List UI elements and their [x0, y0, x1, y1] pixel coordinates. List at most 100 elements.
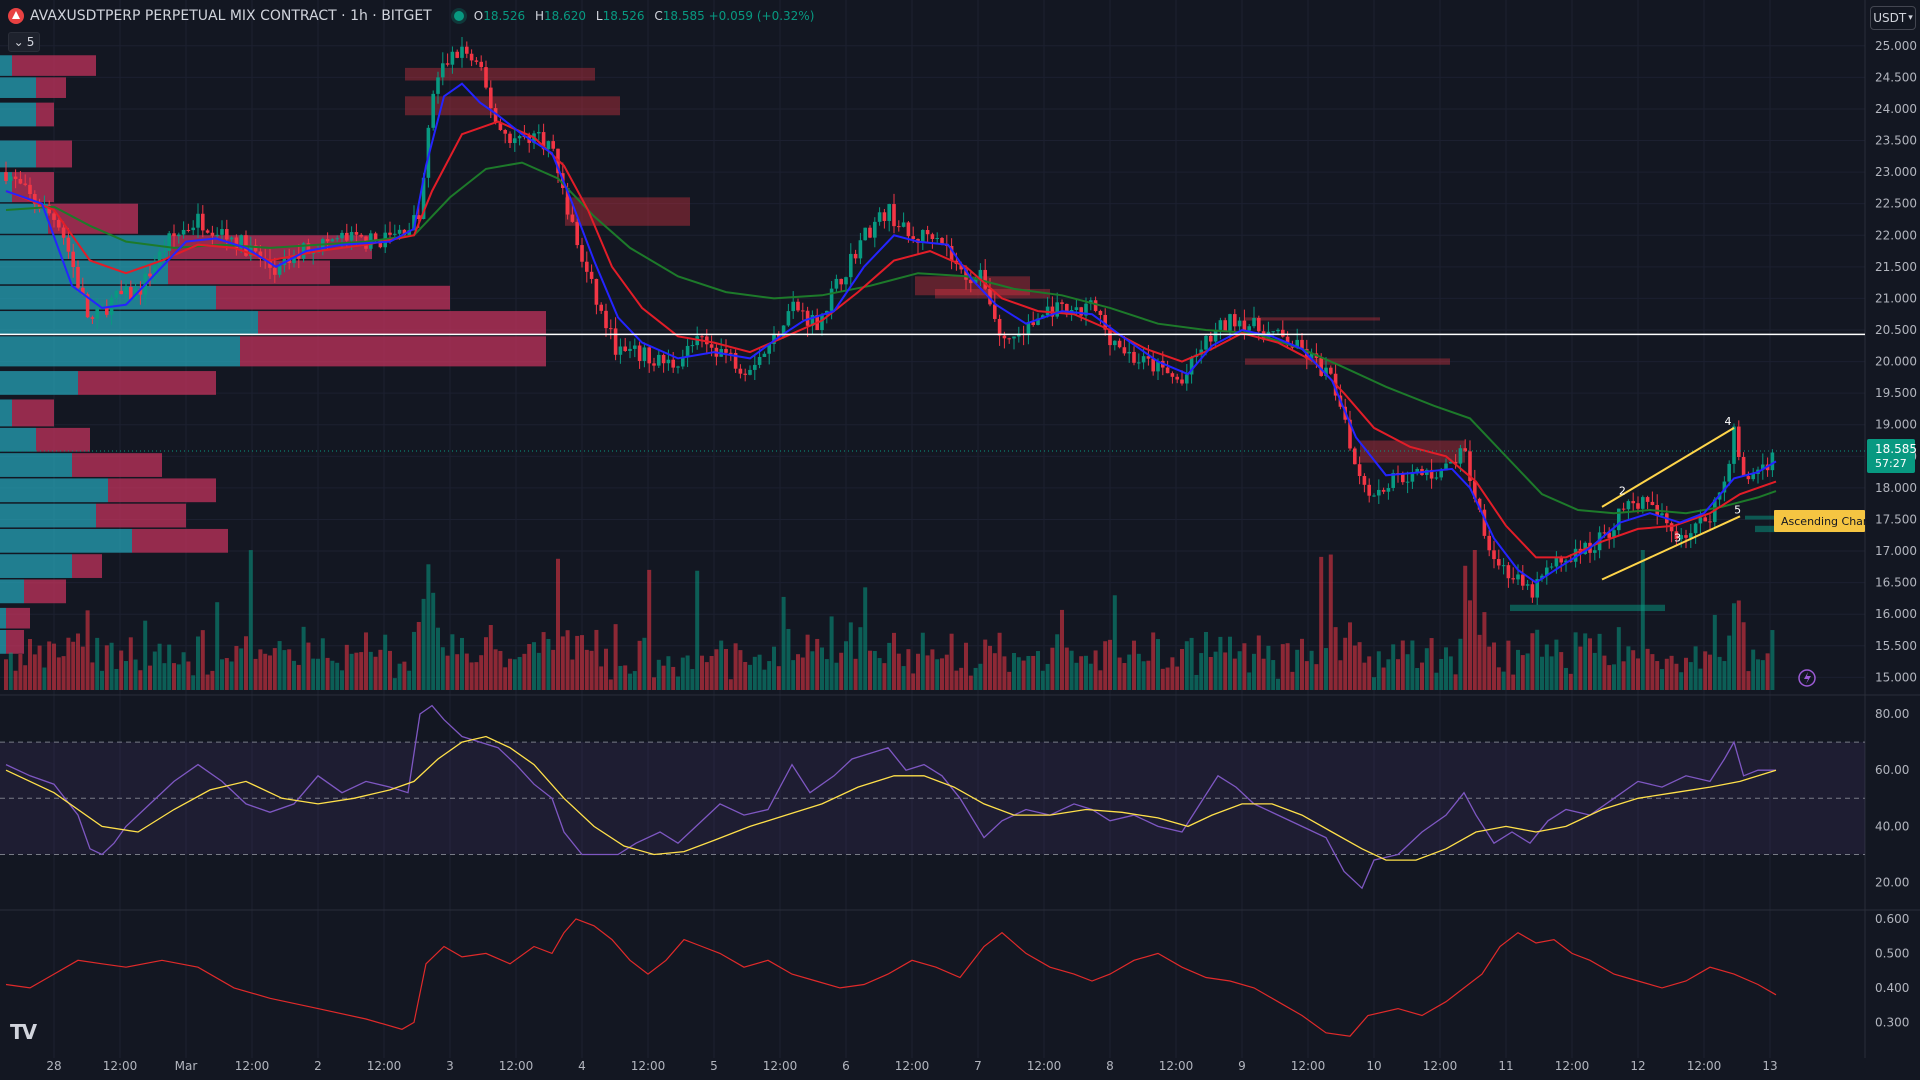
candle-body[interactable] [1252, 318, 1256, 327]
candle-body[interactable] [791, 301, 795, 312]
candle-body[interactable] [378, 239, 383, 248]
candle-body[interactable] [1473, 480, 1477, 499]
candle-body[interactable] [1295, 339, 1299, 348]
candle-body[interactable] [666, 359, 671, 364]
candle-body[interactable] [1170, 373, 1175, 377]
alert-lightning-icon[interactable] [1798, 669, 1816, 687]
candle-body[interactable] [1751, 473, 1755, 480]
candle-body[interactable] [1482, 509, 1487, 536]
candle-body[interactable] [733, 352, 738, 369]
candle-body[interactable] [1060, 302, 1064, 304]
candle-body[interactable] [1372, 495, 1376, 497]
candle-body[interactable] [1477, 498, 1482, 510]
candle-body[interactable] [613, 328, 618, 355]
candle-body[interactable] [892, 204, 896, 227]
candle-body[interactable] [988, 288, 992, 305]
candle-body[interactable] [1516, 574, 1520, 580]
candle-body[interactable] [657, 354, 661, 366]
candle-body[interactable] [66, 237, 71, 252]
candle-body[interactable] [1636, 503, 1640, 509]
candle-body[interactable] [215, 234, 219, 236]
candle-body[interactable] [220, 229, 224, 235]
candle-body[interactable] [959, 264, 963, 270]
candle-body[interactable] [1564, 560, 1568, 563]
candle-body[interactable] [13, 176, 18, 179]
candle-body[interactable] [157, 251, 162, 266]
candle-body[interactable] [1525, 584, 1530, 586]
candle-body[interactable] [921, 229, 925, 244]
candle-body[interactable] [469, 53, 474, 61]
candle-body[interactable] [805, 310, 810, 326]
candle-body[interactable] [1281, 329, 1285, 337]
candle-body[interactable] [95, 308, 99, 319]
candle-body[interactable] [1233, 314, 1237, 327]
candle-body[interactable] [729, 352, 733, 354]
candle-body[interactable] [1401, 473, 1405, 483]
candle-body[interactable] [1597, 532, 1602, 551]
candle-body[interactable] [1103, 314, 1107, 330]
candle-body[interactable] [1569, 560, 1573, 562]
candle-body[interactable] [1693, 523, 1698, 534]
candle-body[interactable] [882, 212, 887, 222]
candle-body[interactable] [277, 265, 282, 275]
candle-body[interactable] [1549, 566, 1554, 568]
candle-body[interactable] [1554, 556, 1559, 567]
candle-body[interactable] [61, 227, 66, 238]
candle-body[interactable] [767, 343, 771, 354]
candle-body[interactable] [983, 269, 987, 289]
candle-body[interactable] [873, 221, 877, 238]
candle-body[interactable] [1410, 472, 1415, 482]
candle-body[interactable] [177, 234, 181, 237]
candle-body[interactable] [1453, 461, 1458, 464]
candle-body[interactable] [546, 141, 551, 150]
candle-body[interactable] [388, 232, 392, 235]
candle-body[interactable] [585, 261, 589, 272]
candle-body[interactable] [551, 141, 555, 149]
candle-body[interactable] [964, 269, 968, 280]
candle-body[interactable] [1444, 463, 1448, 471]
candle-body[interactable] [1703, 517, 1707, 522]
candle-body[interactable] [1530, 584, 1535, 598]
candle-body[interactable] [129, 286, 133, 300]
candle-body[interactable] [1146, 356, 1151, 359]
candle-body[interactable] [1429, 469, 1434, 479]
candle-body[interactable] [1487, 535, 1491, 551]
candle-body[interactable] [239, 235, 243, 249]
candle-body[interactable] [1165, 367, 1170, 374]
candle-body[interactable] [858, 240, 863, 259]
candle-body[interactable] [1626, 501, 1631, 510]
candle-body[interactable] [325, 239, 330, 242]
candle-body[interactable] [810, 314, 815, 326]
candle-body[interactable] [301, 243, 306, 259]
candle-body[interactable] [57, 219, 61, 228]
candle-body[interactable] [1669, 523, 1674, 532]
candle-body[interactable] [1535, 579, 1539, 598]
candle-body[interactable] [292, 254, 296, 264]
candle-body[interactable] [685, 345, 690, 358]
candle-body[interactable] [897, 226, 901, 228]
candle-body[interactable] [748, 369, 752, 375]
candle-body[interactable] [1237, 320, 1242, 327]
candle-body[interactable] [801, 310, 805, 312]
candle-body[interactable] [397, 229, 402, 234]
candle-body[interactable] [1386, 488, 1391, 492]
candle-body[interactable] [1055, 302, 1059, 317]
candle-body[interactable] [604, 310, 608, 329]
candle-body[interactable] [1223, 320, 1227, 331]
candle-body[interactable] [1722, 481, 1727, 493]
candle-body[interactable] [652, 363, 656, 366]
candle-body[interactable] [594, 278, 599, 305]
candle-body[interactable] [1209, 335, 1213, 342]
candle-body[interactable] [1180, 379, 1184, 384]
candle-body[interactable] [1309, 353, 1314, 359]
candle-body[interactable] [138, 288, 143, 295]
candle-body[interactable] [628, 348, 632, 351]
candle-body[interactable] [455, 51, 459, 58]
candle-body[interactable] [114, 290, 119, 298]
candle-body[interactable] [503, 130, 507, 134]
tradingview-logo-icon[interactable]: TV [10, 1020, 37, 1044]
candle-body[interactable] [1026, 322, 1031, 335]
candle-body[interactable] [1002, 335, 1007, 339]
candle-body[interactable] [1684, 535, 1688, 538]
